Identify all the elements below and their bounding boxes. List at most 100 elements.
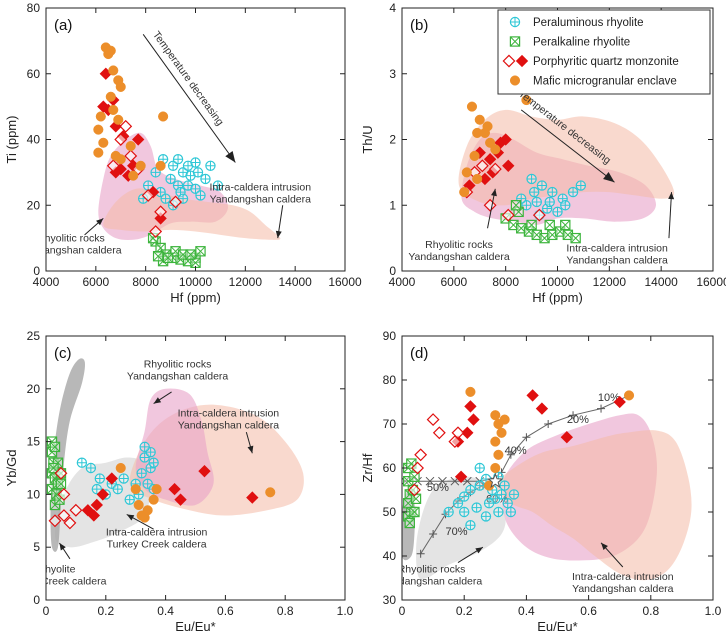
point-porph [483, 153, 497, 166]
panel-frame [45, 335, 346, 601]
series-porph [451, 389, 626, 483]
series-mafic [465, 386, 635, 491]
point-porphOpen [501, 208, 515, 222]
point-porph [467, 413, 480, 426]
y-axis-label: Yb/Gd [4, 450, 19, 487]
point-mafic [115, 81, 126, 92]
model-plus-mark [569, 411, 578, 420]
x-axis-label: Hf (ppm) [532, 290, 583, 305]
panel-label: (d) [410, 345, 428, 362]
annotation-arrow-head [247, 445, 254, 454]
point-porph [198, 465, 211, 478]
annotation-text: Intra-caldera intrusion [210, 181, 312, 193]
annotation-text: Yandangshan caldera [572, 583, 674, 595]
model-percent-label: 70% [446, 526, 468, 538]
x-tick-label: 1.0 [337, 604, 354, 618]
point-pera-cross [137, 468, 147, 478]
point-porphOpen [57, 509, 71, 522]
point-pera-cross [529, 187, 539, 197]
point-porphOpen [114, 133, 128, 146]
point-mafic [125, 141, 136, 152]
field-intra [458, 109, 675, 206]
annotation-text: Rhyolitic rocks [144, 359, 212, 371]
point-pera-cross [472, 503, 482, 513]
annotation-text: Yandangshan caldera [178, 419, 280, 431]
annotation-arrow-head [59, 542, 66, 551]
point-peralk-x [409, 507, 420, 517]
point-pera-cross [496, 489, 507, 499]
y-tick-label: 80 [27, 1, 41, 15]
x-axis-label: Hf (ppm) [170, 290, 221, 305]
annotation-text: Turkey Creek caldera [107, 539, 207, 551]
annotation-text: Intra-caldera intrusion [178, 407, 280, 419]
point-mafic [139, 512, 150, 523]
point-pera-cross [484, 498, 494, 508]
point-mafic [490, 410, 501, 421]
point-pera-cross [459, 492, 469, 502]
model-plus-mark [522, 433, 531, 442]
point-porphOpen [407, 483, 421, 497]
point-pera-cross [140, 452, 150, 463]
x-tick-label: 14000 [278, 275, 312, 289]
point-peralk-x [185, 249, 196, 260]
panel-4: 10%20%40%50%60%70%Rhyolitic rocksYandang… [360, 329, 722, 634]
point-peralk-x [544, 220, 555, 230]
point-peralk-x [163, 252, 174, 263]
x-tick-label: 0.8 [277, 604, 294, 618]
point-mafic [479, 127, 490, 138]
point-pera-cross [173, 154, 183, 164]
point-mafic [98, 137, 109, 148]
point-mafic [623, 390, 635, 401]
point-porph [87, 509, 101, 522]
x-tick-label: 0.2 [97, 604, 114, 618]
point-pera-cross [576, 180, 586, 191]
point-pera-cross [86, 463, 96, 473]
point-porph [454, 470, 468, 483]
x-axis-label: Eu/Eu* [175, 619, 215, 634]
x-tick-label: 14000 [644, 275, 678, 289]
point-pera-cross [500, 481, 510, 491]
annotation-text: Intra-caldera intrusion [566, 242, 668, 254]
point-pera-cross [149, 458, 159, 468]
y-axis-label: Th/U [360, 125, 375, 153]
model-plus-mark [544, 420, 553, 428]
point-pera-cross [183, 180, 193, 191]
point-peralk-x [51, 489, 62, 500]
y-tick-label: 20 [27, 198, 41, 212]
point-peralk-x [404, 518, 415, 528]
model-percent-label: 20% [567, 414, 589, 426]
point-peralk-x [511, 200, 521, 211]
point-mafic [108, 65, 119, 76]
x-tick-label: 16000 [696, 275, 726, 289]
legend-item: Peraluminous rhyolite [509, 16, 644, 29]
point-mafic [133, 499, 144, 511]
point-porph [154, 212, 167, 225]
annotation: Temperature decreasing [142, 29, 236, 163]
annotation-text: Rhyolitic rocks [398, 564, 466, 576]
series-porphOpen [48, 466, 83, 530]
annotation-text: Rhyolitic rocks [37, 232, 105, 244]
point-pera-cross [444, 507, 454, 517]
point-mafic [148, 494, 159, 505]
point-pera-cross [532, 197, 542, 207]
point-pera-cross [547, 187, 557, 197]
point-porphOpen [432, 426, 446, 440]
x-tick-label: 0.6 [217, 604, 234, 618]
x-tick-label: 0.4 [518, 604, 535, 618]
legend-item: Porphyritic quartz monzonite [502, 54, 679, 68]
legend-marker-peralkaline-x [510, 36, 520, 47]
point-porphOpen [57, 487, 71, 501]
point-porphOpen [141, 188, 155, 202]
point-pera-cross [493, 507, 504, 517]
x-tick-label: 10000 [179, 275, 213, 289]
point-pera-cross [465, 520, 476, 530]
x-tick-label: 0 [399, 604, 406, 618]
x-tick-label: 0 [43, 604, 50, 618]
model-plus-mark [429, 530, 438, 538]
model-plus-mark [506, 450, 515, 459]
